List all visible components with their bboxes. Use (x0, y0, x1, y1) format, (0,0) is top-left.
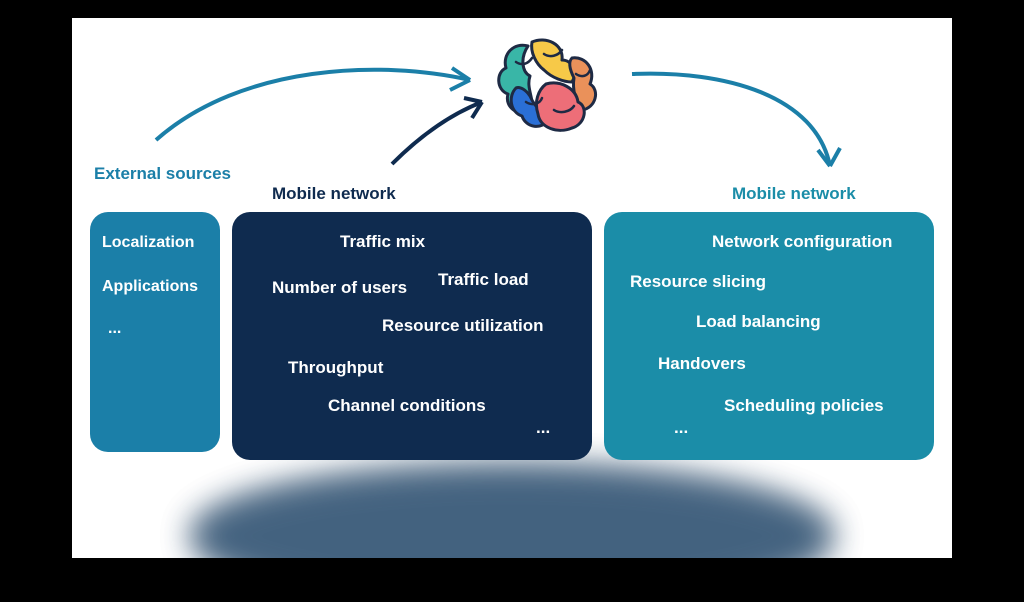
mobile-in-item: Traffic mix (340, 232, 425, 252)
mobile-out-item: Load balancing (696, 312, 821, 332)
mobile-out-ellipsis: ... (674, 418, 688, 438)
diagram-canvas: External sources Localization Applicatio… (72, 18, 952, 558)
bottom-shadow-inner (192, 466, 832, 558)
mobile-in-item: Resource utilization (382, 316, 544, 336)
mobile-in-item: Throughput (288, 358, 383, 378)
mobile-out-title: Mobile network (732, 184, 856, 204)
mobile-in-item: Traffic load (438, 270, 529, 290)
external-ellipsis: ... (108, 320, 121, 338)
mobile-out-item: Resource slicing (630, 272, 766, 292)
mobile-in-ellipsis: ... (536, 418, 550, 438)
mobile-in-title: Mobile network (272, 184, 396, 204)
mobile-in-box: Traffic mix Number of users Traffic load… (232, 212, 592, 460)
external-item: Applications (102, 278, 198, 296)
mobile-out-box: Network configuration Resource slicing L… (604, 212, 934, 460)
mobile-in-item: Channel conditions (328, 396, 486, 416)
mobile-in-item: Number of users (272, 278, 407, 298)
mobile-out-item: Scheduling policies (724, 396, 884, 416)
external-sources-box: Localization Applications ... (90, 212, 220, 452)
mobile-out-item: Network configuration (712, 232, 892, 252)
mobile-out-item: Handovers (658, 354, 746, 374)
arrow-right (626, 62, 846, 182)
external-item: Localization (102, 234, 194, 252)
brain-icon (486, 32, 604, 138)
external-sources-title: External sources (94, 164, 231, 184)
arrow-left-short (386, 90, 496, 170)
